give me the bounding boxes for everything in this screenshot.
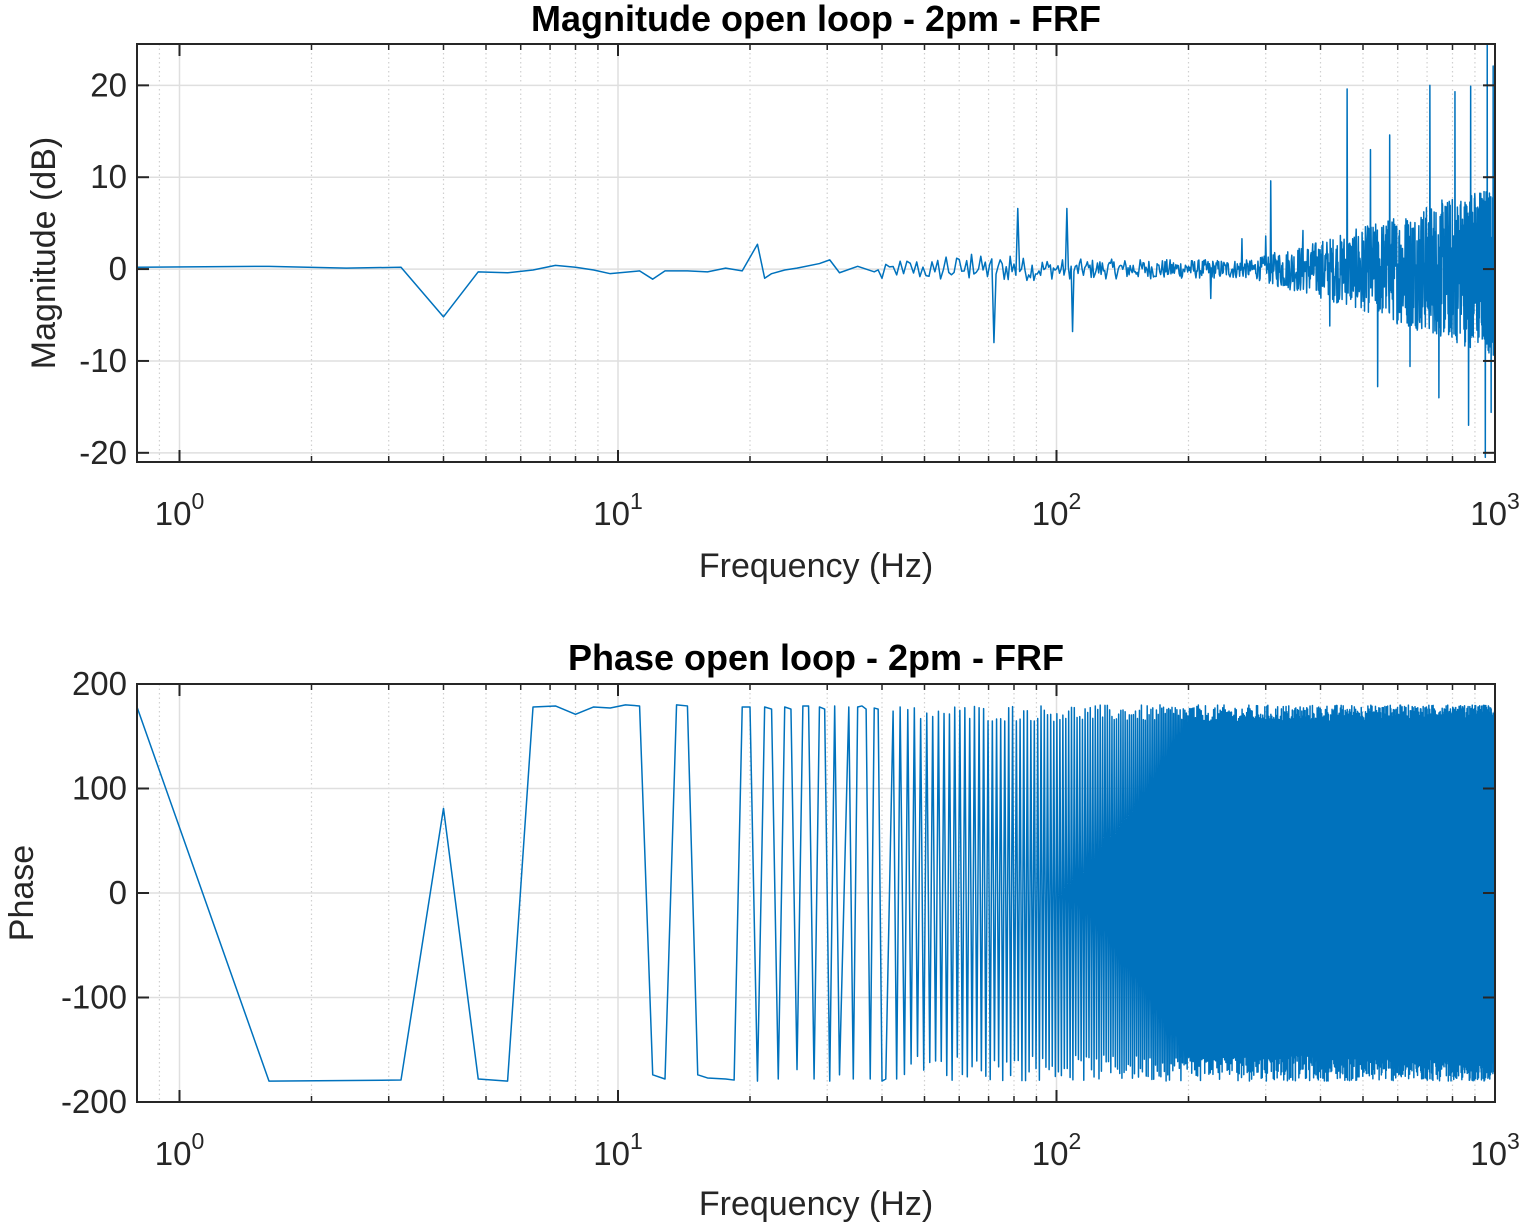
y-tick-label: 200 — [72, 665, 127, 702]
y-tick-label: -200 — [61, 1083, 127, 1120]
magnitude-series — [136, 43, 1496, 459]
x-tick-label: 101 — [593, 488, 643, 532]
x-tick-label: 100 — [155, 1128, 205, 1172]
x-tick-label: 103 — [1470, 1128, 1520, 1172]
y-tick-label: 20 — [90, 66, 127, 103]
magnitude-ticks: 100 101 102 103 -20 -10 0 10 20 — [79, 44, 1520, 532]
magnitude-axes-box — [136, 43, 1496, 463]
y-tick-label: 0 — [109, 250, 127, 287]
magnitude-x-axis-label: Frequency (Hz) — [699, 547, 933, 585]
phase-y-axis-label: Phase — [3, 845, 41, 941]
series-line — [136, 43, 1496, 459]
y-tick-label: 0 — [109, 874, 127, 911]
phase-ticks: 100 101 102 103 -200 -100 0 100 200 — [61, 665, 1520, 1172]
phase-x-axis-label: Frequency (Hz) — [699, 1185, 933, 1223]
y-tick-label: 10 — [90, 158, 127, 195]
magnitude-plot: Magnitude open loop - 2pm - FRF Frequenc… — [25, 0, 1520, 585]
phase-plot-title: Phase open loop - 2pm - FRF — [568, 637, 1064, 678]
x-tick-label: 103 — [1470, 488, 1520, 532]
x-tick-label: 102 — [1032, 488, 1082, 532]
series-line — [136, 704, 1496, 1082]
y-tick-label: 100 — [72, 770, 127, 807]
magnitude-y-axis-label: Magnitude (dB) — [25, 137, 63, 369]
x-tick-label: 101 — [593, 1128, 643, 1172]
magnitude-plot-title: Magnitude open loop - 2pm - FRF — [531, 0, 1101, 39]
phase-plot: Phase open loop - 2pm - FRF Frequency (H… — [3, 637, 1520, 1223]
x-tick-label: 102 — [1032, 1128, 1082, 1172]
x-tick-label: 100 — [155, 488, 205, 532]
y-tick-label: -10 — [79, 342, 127, 379]
y-tick-label: -20 — [79, 434, 127, 471]
phase-series — [136, 704, 1496, 1082]
y-tick-label: -100 — [61, 979, 127, 1016]
magnitude-grid — [137, 44, 1495, 462]
